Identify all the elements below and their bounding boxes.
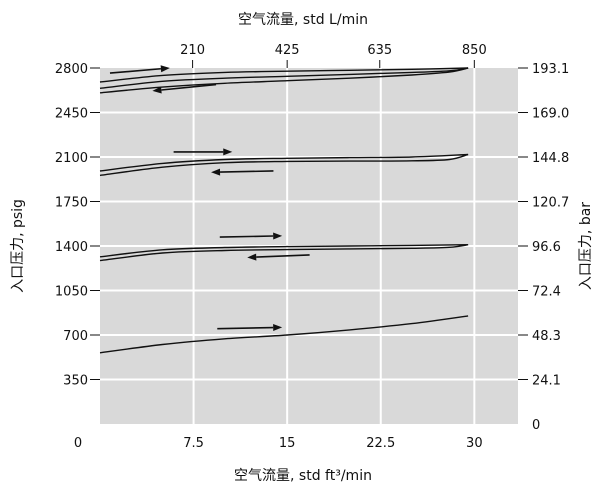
x-tick-label-top-2: 635: [367, 43, 392, 58]
flow-arrow-6: [217, 324, 283, 332]
y-tick-label-left-2: 1050: [55, 285, 88, 300]
curve-4: [99, 153, 469, 177]
curve-1: [99, 67, 469, 89]
y-tick-label-right-8: 193.1: [532, 62, 569, 77]
flow-arrow-0: [109, 65, 170, 74]
y-tick-label-right-6: 144.8: [532, 151, 569, 166]
x-tick-label-bottom-2: 15: [279, 436, 296, 451]
flow-arrow-1: [152, 83, 217, 94]
curves: [99, 67, 469, 354]
y-tick-label-left-1: 700: [63, 329, 88, 344]
y-axis-title-left: 入口压力, psig: [10, 199, 26, 293]
y-tick-label-left-5: 2100: [55, 151, 88, 166]
x-tick-label-top-1: 425: [275, 43, 300, 58]
curve-5: [99, 244, 469, 258]
x-axis-title-top: 空气流量, std L/min: [238, 12, 368, 28]
y-tick-label-right-3: 72.4: [532, 285, 561, 300]
x-tick-label-bottom-4: 30: [466, 436, 483, 451]
tick-labels: 0 7.5 15 22.5 30 210 425 635 850 350 700 1050 1400 17…: [55, 43, 569, 451]
x-tick-label-bottom-3: 22.5: [366, 436, 395, 451]
x-tick-label-top-3: 850: [462, 43, 487, 58]
direction-arrows: [109, 65, 310, 332]
y-tick-label-right-4: 96.6: [532, 240, 561, 255]
curve-0: [99, 67, 469, 83]
x-tick-label-bottom-1: 7.5: [183, 436, 204, 451]
y-tick-label-left-4: 1750: [55, 196, 88, 211]
flow-arrow-4: [219, 232, 283, 240]
curve-2: [99, 67, 469, 94]
x-tick-label-bottom-0: 0: [74, 436, 82, 451]
y-tick-label-right-5: 120.7: [532, 196, 569, 211]
x-axis-title-bottom: 空气流量, std ft³/min: [234, 468, 372, 484]
curve-3: [99, 153, 469, 172]
flow-arrow-3: [211, 168, 274, 176]
y-tick-label-left-6: 2450: [55, 107, 88, 122]
x-tick-label-top-0: 210: [180, 43, 205, 58]
y-tick-label-right-1: 24.1: [532, 374, 561, 389]
flow-arrow-5: [247, 253, 310, 261]
y-tick-label-right-7: 169.0: [532, 107, 569, 122]
y-tick-label-right-2: 48.3: [532, 329, 561, 344]
y-tick-label-right-0: 0: [532, 418, 540, 433]
y-axis-title-right: 入口压力, bar: [578, 202, 594, 290]
curve-6: [99, 244, 469, 262]
curve-7: [99, 315, 469, 354]
y-tick-label-left-0: 350: [63, 374, 88, 389]
y-tick-label-left-3: 1400: [55, 240, 88, 255]
y-tick-label-left-7: 2800: [55, 62, 88, 77]
flow-arrow-2: [173, 148, 233, 156]
